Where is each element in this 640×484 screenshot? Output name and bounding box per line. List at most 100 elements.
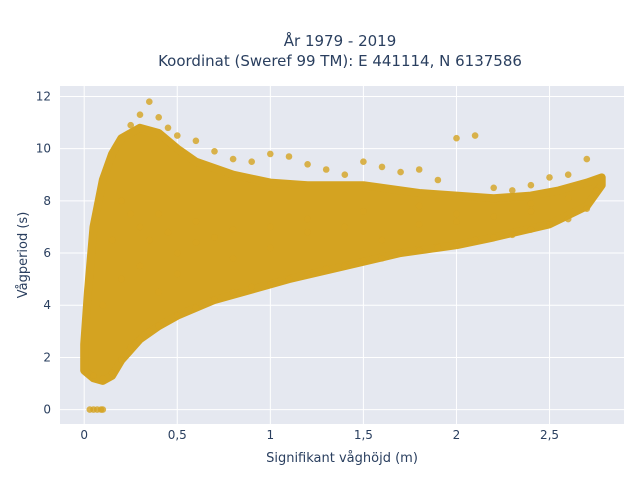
data-point — [174, 312, 181, 320]
data-point — [248, 158, 255, 165]
data-point — [490, 234, 498, 241]
data-point — [378, 254, 386, 262]
y-tick-label: 12 — [36, 89, 51, 103]
data-point — [164, 228, 172, 236]
data-point — [434, 176, 442, 184]
data-point — [509, 231, 516, 239]
data-point — [118, 356, 125, 364]
data-point — [397, 249, 404, 257]
data-point — [415, 202, 423, 210]
data-point — [136, 111, 144, 118]
chart-title: År 1979 - 2019 — [284, 31, 397, 50]
data-point — [155, 288, 162, 296]
y-tick-label: 2 — [43, 350, 51, 364]
data-point — [146, 328, 153, 335]
data-point — [146, 236, 153, 244]
data-point — [118, 275, 125, 283]
data-point — [99, 375, 107, 382]
data-point — [434, 244, 442, 252]
x-tick-labels: 0 0,5 1 1,5 2 2,5 — [80, 428, 559, 442]
x-tick-label: 0 — [80, 428, 88, 442]
data-point — [211, 234, 218, 241]
data-point — [90, 372, 97, 380]
data-point — [564, 194, 572, 202]
y-tick-label: 8 — [43, 194, 51, 208]
y-tick-label: 6 — [43, 246, 51, 260]
data-point — [192, 218, 200, 225]
data-point — [211, 296, 218, 304]
data-point — [174, 132, 181, 139]
data-point — [360, 208, 367, 215]
data-point — [136, 223, 144, 231]
x-tick-label: 2 — [453, 428, 461, 442]
data-point — [285, 153, 293, 160]
data-point — [592, 187, 600, 194]
data-point — [527, 208, 535, 215]
data-point — [267, 223, 274, 231]
data-point — [285, 275, 293, 283]
data-point — [229, 155, 237, 163]
data-point — [164, 124, 172, 132]
data-point — [360, 158, 367, 165]
data-point — [546, 221, 553, 228]
data-point — [378, 236, 386, 244]
data-point — [146, 98, 153, 105]
data-point — [267, 150, 274, 158]
y-tick-label: 10 — [36, 142, 51, 156]
data-point — [108, 369, 116, 377]
data-point — [304, 228, 311, 236]
data-point — [546, 174, 553, 181]
data-point — [322, 265, 330, 273]
x-tick-label: 0,5 — [168, 428, 187, 442]
data-point — [527, 226, 535, 233]
data-point — [453, 210, 460, 218]
data-point — [118, 197, 125, 205]
data-point — [527, 181, 535, 189]
data-point — [564, 215, 572, 223]
data-point — [127, 121, 134, 129]
data-point — [397, 168, 404, 176]
data-point — [155, 210, 162, 218]
data-point — [471, 132, 479, 139]
data-point — [304, 270, 311, 278]
x-axis-title: Signifikant våghöjd (m) — [266, 451, 418, 466]
data-point — [583, 205, 591, 212]
data-point — [136, 262, 144, 270]
data-point — [155, 322, 162, 330]
data-point — [490, 213, 498, 220]
data-point — [155, 114, 162, 121]
data-point — [341, 262, 349, 270]
data-point — [229, 288, 237, 296]
y-tick-label: 0 — [43, 403, 51, 417]
data-point — [453, 134, 460, 142]
data-point — [453, 241, 460, 249]
data-point — [360, 257, 367, 265]
data-point — [341, 171, 349, 178]
data-point — [127, 210, 134, 218]
data-point — [174, 270, 181, 278]
data-point — [267, 281, 274, 288]
data-point — [471, 236, 479, 244]
data-point — [415, 247, 423, 254]
data-point — [99, 301, 107, 309]
scatter-points — [86, 98, 600, 413]
data-point — [267, 244, 274, 252]
data-point — [509, 187, 516, 194]
data-point — [136, 335, 144, 343]
data-point — [99, 406, 107, 413]
data-point — [341, 223, 349, 231]
data-point — [229, 226, 237, 233]
data-point — [453, 218, 460, 225]
data-point — [322, 166, 330, 173]
x-tick-label: 1 — [267, 428, 275, 442]
y-tick-label: 4 — [43, 298, 51, 312]
data-point — [108, 236, 116, 244]
data-point — [229, 254, 237, 262]
data-point — [304, 161, 311, 168]
data-point — [378, 163, 386, 171]
data-point — [304, 215, 311, 223]
data-point — [192, 137, 200, 145]
chart-subtitle: Koordinat (Sweref 99 TM): E 441114, N 61… — [158, 52, 522, 70]
